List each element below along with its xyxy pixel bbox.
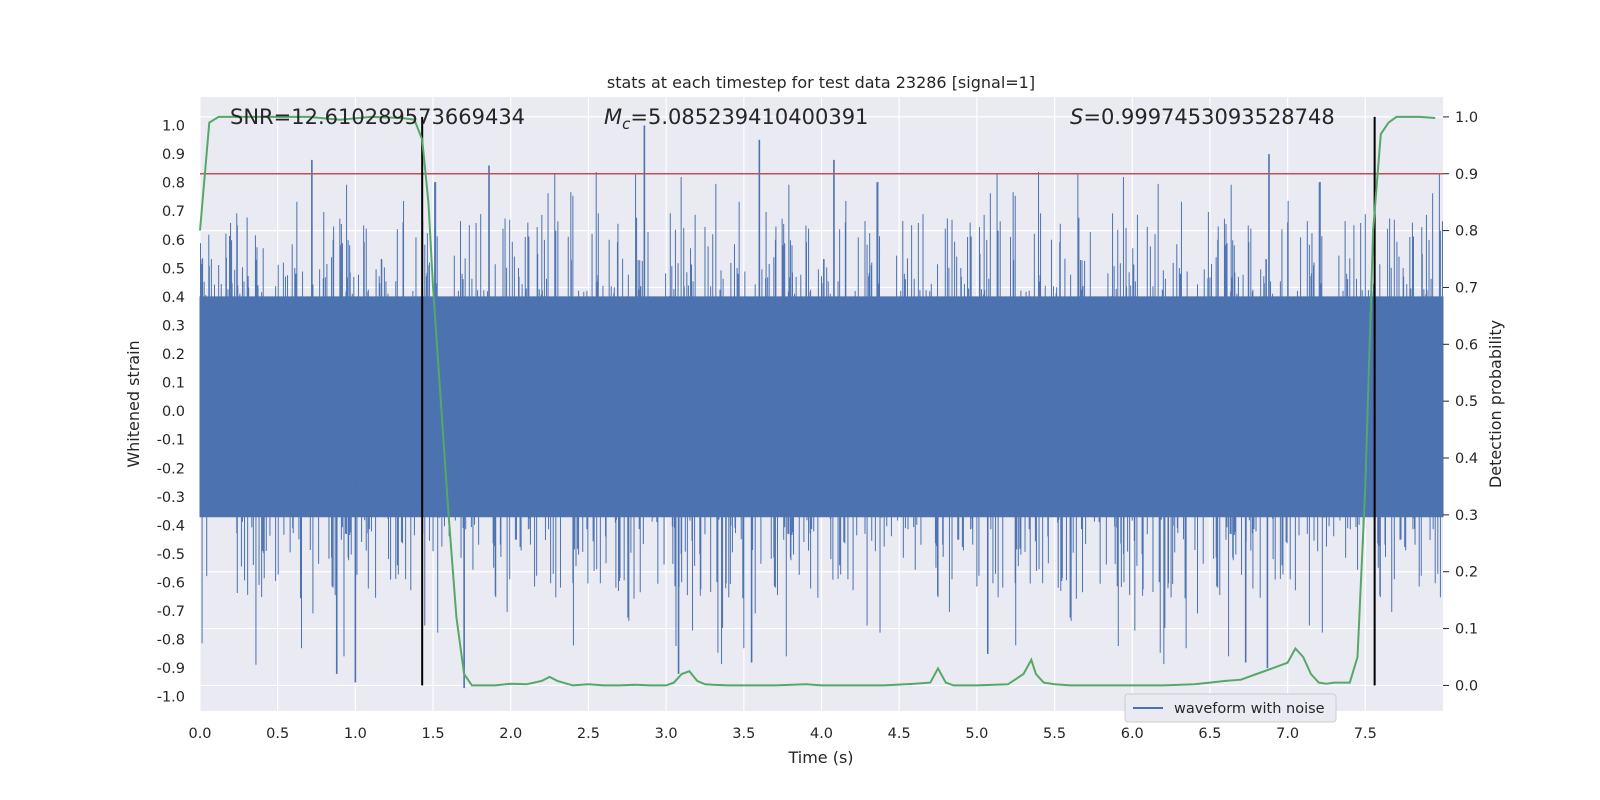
- x-tick-label: 0.0: [188, 726, 211, 742]
- y-left-tick-label: -0.8: [157, 633, 185, 649]
- y-left-tick-label: -0.4: [157, 518, 185, 534]
- y-right-tick-label: 0.3: [1455, 508, 1478, 524]
- x-tick-label: 2.0: [499, 726, 522, 742]
- x-tick-label: 0.5: [266, 726, 289, 742]
- noise-series: [199, 125, 1444, 689]
- legend-box: [1124, 693, 1337, 723]
- x-tick-labels: 0.0 0.5 1.0 1.5 2.0 2.5 3.0 3.5 4.0 4.5 5.0 5.5 6.0 6…: [188, 726, 1376, 742]
- y-right-tick-label: 0.4: [1455, 451, 1478, 467]
- legend: waveform with noise: [1124, 693, 1337, 723]
- s-symbol: S: [1070, 105, 1083, 129]
- y-left-tick-label: -0.5: [157, 547, 185, 563]
- y-left-tick-label: -1.0: [157, 690, 185, 706]
- mc-subscript: c: [622, 115, 631, 133]
- y-right-tick-label: 0.5: [1455, 394, 1478, 410]
- x-tick-label: 7.0: [1276, 726, 1299, 742]
- x-tick-label: 6.5: [1198, 726, 1221, 742]
- y-left-tick-label: 0.1: [162, 376, 185, 392]
- chart-title: stats at each timestep for test data 232…: [607, 73, 1035, 92]
- x-tick-label: 7.5: [1354, 726, 1377, 742]
- y-left-tick-label: 0.7: [162, 204, 185, 220]
- y-left-tick-label: 0.6: [162, 233, 185, 249]
- x-tick-label: 5.0: [965, 726, 988, 742]
- mc-symbol: M: [604, 105, 622, 129]
- x-tick-label: 1.0: [344, 726, 367, 742]
- legend-label: waveform with noise: [1174, 701, 1325, 717]
- x-axis-label: Time (s): [787, 748, 853, 767]
- y-left-tick-label: 0.4: [162, 290, 185, 306]
- noise-waveform-path: [199, 172, 1444, 665]
- y-right-tick-label: 0.8: [1455, 224, 1478, 240]
- overlays: [199, 115, 1443, 687]
- y-left-tick-label: -0.1: [157, 433, 185, 449]
- y-left-tick-labels: 1.0 0.9 0.8 0.7 0.6 0.5 0.4 0.3 0.2 0.1 0.0 -0.1 -0.…: [157, 119, 185, 706]
- y-right-tick-label: 0.7: [1455, 280, 1478, 296]
- x-tick-label: 3.0: [655, 726, 678, 742]
- y-axis-label-right: Detection probability: [1486, 320, 1505, 488]
- x-tick-label: 4.5: [888, 726, 911, 742]
- mc-value: =5.085239410400391: [630, 105, 868, 129]
- x-tick-label: 3.5: [732, 726, 755, 742]
- x-tick-label: 6.0: [1121, 726, 1144, 742]
- x-tick-label: 1.5: [422, 726, 445, 742]
- snr-annotation: SNR=12.610289573669434: [230, 105, 525, 129]
- x-tick-label: 2.5: [577, 726, 600, 742]
- y-right-tick-label: 0.9: [1455, 167, 1478, 183]
- s-value: =0.9997453093528748: [1083, 105, 1334, 129]
- y-left-tick-label: -0.2: [157, 461, 185, 477]
- y-left-tick-label: -0.3: [157, 490, 185, 506]
- y-left-tick-label: -0.7: [157, 604, 185, 620]
- y-left-tick-label: 1.0: [162, 119, 185, 135]
- y-right-tick-labels: 1.0 0.9 0.8 0.7 0.6 0.5 0.4 0.3 0.2 0.1 0.0: [1443, 110, 1478, 694]
- y-left-tick-label: 0.2: [162, 347, 185, 363]
- y-left-tick-label: -0.9: [157, 661, 185, 677]
- y-right-tick-label: 1.0: [1455, 110, 1478, 126]
- y-left-tick-label: 0.3: [162, 318, 185, 334]
- x-tick-label: 4.0: [810, 726, 833, 742]
- y-axis-label-left: Whitened strain: [124, 340, 143, 467]
- y-right-tick-label: 0.1: [1455, 622, 1478, 638]
- y-left-tick-label: 0.0: [162, 404, 185, 420]
- y-left-tick-label: -0.6: [157, 575, 185, 591]
- y-right-tick-label: 0.6: [1455, 337, 1478, 353]
- y-left-tick-label: 0.9: [162, 147, 185, 163]
- y-left-tick-label: 0.5: [162, 261, 185, 277]
- y-right-tick-label: 0.0: [1455, 678, 1478, 694]
- probability-line: [199, 115, 1436, 687]
- s-annotation: S=0.9997453093528748: [1070, 105, 1335, 129]
- x-tick-label: 5.5: [1043, 726, 1066, 742]
- y-left-tick-label: 0.8: [162, 176, 185, 192]
- y-right-tick-label: 0.2: [1455, 565, 1478, 581]
- mc-annotation: Mc=5.085239410400391: [604, 105, 868, 133]
